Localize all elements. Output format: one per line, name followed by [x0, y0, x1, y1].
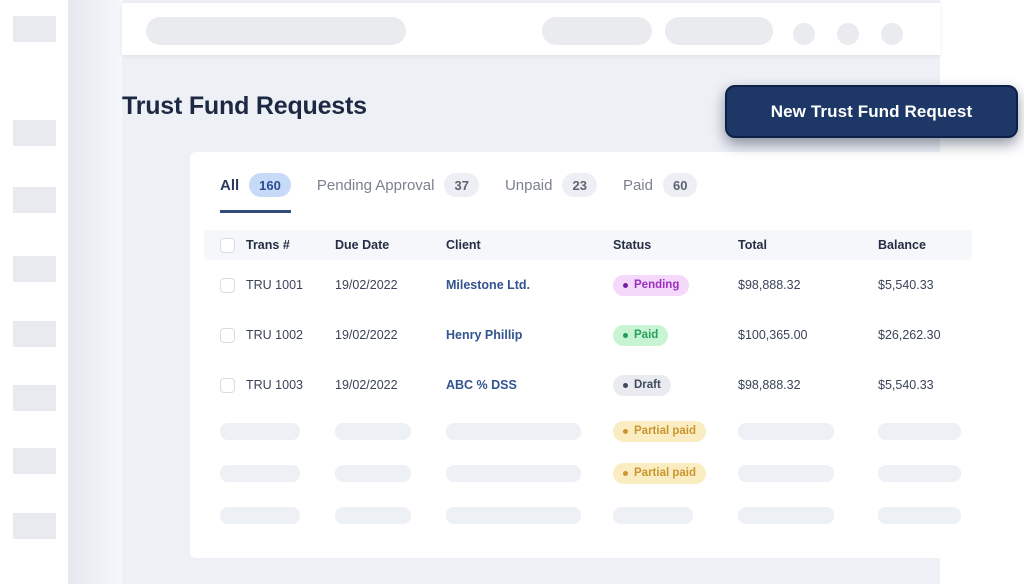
trans-number: TRU 1002: [246, 328, 303, 342]
status-dot-icon: [623, 428, 628, 434]
select-all-checkbox[interactable]: [220, 237, 235, 253]
status-badge: Partial paid: [613, 420, 706, 442]
new-trust-fund-request-button[interactable]: New Trust Fund Request: [725, 85, 1018, 138]
status-badge: Partial paid: [613, 462, 706, 484]
page-title: Trust Fund Requests: [122, 92, 367, 120]
topbar-circle-placeholder: [881, 23, 903, 45]
tab-count-badge: 23: [562, 173, 597, 197]
column-header-due-date: Due Date: [335, 238, 390, 252]
placeholder-square: [13, 187, 56, 213]
tab-pending-approval[interactable]: Pending Approval 37: [317, 173, 479, 210]
column-header-balance: Balance: [878, 238, 926, 252]
skeleton-cell: [738, 506, 834, 524]
skeleton-cell: [738, 464, 834, 482]
due-date: 19/02/2022: [335, 378, 398, 392]
skeleton-cell: [220, 506, 300, 524]
skeleton-cell: [335, 506, 411, 524]
browser-topbar: [122, 3, 940, 55]
table-row[interactable]: TRU 1002 19/02/2022 Henry Phillip Paid $…: [204, 310, 972, 360]
balance-amount: $26,262.30: [878, 328, 941, 342]
due-date: 19/02/2022: [335, 278, 398, 292]
skeleton-cell: [738, 422, 834, 440]
row-checkbox[interactable]: [220, 377, 235, 393]
total-amount: $100,365.00: [738, 328, 808, 342]
tab-label: Unpaid: [504, 176, 553, 194]
skeleton-row: Partial paid: [204, 410, 972, 452]
placeholder-square: [13, 16, 56, 42]
placeholder-square: [13, 448, 56, 474]
skeleton-cell: [878, 422, 961, 440]
status-label: Partial paid: [634, 425, 696, 437]
status-label: Pending: [634, 279, 680, 291]
address-bar-placeholder: [146, 17, 406, 45]
client-link[interactable]: Milestone Ltd.: [446, 278, 531, 292]
requests-table: Trans # Due Date Client Status Total Bal…: [204, 230, 972, 536]
table-row[interactable]: TRU 1001 19/02/2022 Milestone Ltd. Pendi…: [204, 260, 972, 310]
due-date: 19/02/2022: [335, 328, 398, 342]
total-amount: $98,888.32: [738, 378, 801, 392]
tab-paid[interactable]: Paid 60: [623, 173, 698, 210]
balance-amount: $5,540.33: [878, 378, 934, 392]
skeleton-cell: [446, 506, 581, 524]
tab-unpaid[interactable]: Unpaid 23: [505, 173, 597, 210]
skeleton-cell: [335, 464, 411, 482]
column-header-client: Client: [446, 238, 481, 252]
status-badge: Draft: [613, 374, 671, 396]
topbar-circle-placeholder: [837, 23, 859, 45]
tab-label: Paid: [622, 176, 653, 194]
status-dot-icon: [623, 332, 628, 338]
status-dot-icon: [623, 382, 628, 388]
skeleton-cell: [220, 422, 300, 440]
tab-all[interactable]: All 160: [220, 173, 291, 213]
status-dot-icon: [623, 282, 628, 288]
table-row[interactable]: TRU 1003 19/02/2022 ABC % DSS Draft $98,…: [204, 360, 972, 410]
status-badge: Pending: [613, 274, 690, 296]
tab-count-badge: 160: [249, 173, 291, 197]
status-dot-icon: [623, 470, 628, 476]
left-placeholder-rail: [0, 0, 68, 584]
window-left-gutter: [68, 0, 122, 584]
row-checkbox[interactable]: [220, 277, 235, 293]
status-label: Partial paid: [634, 467, 696, 479]
skeleton-cell: [446, 464, 581, 482]
column-header-trans: Trans #: [246, 238, 290, 252]
tab-label: All: [220, 176, 240, 194]
skeleton-cell: [446, 422, 581, 440]
trust-fund-requests-card: All 160 Pending Approval 37 Unpaid 23 Pa…: [190, 152, 986, 558]
placeholder-square: [13, 513, 56, 539]
placeholder-square: [13, 321, 56, 347]
row-checkbox[interactable]: [220, 327, 235, 343]
trans-number: TRU 1003: [246, 378, 303, 392]
status-badge: Paid: [613, 324, 669, 346]
skeleton-cell: [335, 422, 411, 440]
column-header-status: Status: [613, 238, 652, 252]
client-link[interactable]: Henry Phillip: [446, 328, 523, 342]
trans-number: TRU 1001: [246, 278, 303, 292]
skeleton-cell: [878, 464, 961, 482]
placeholder-square: [13, 120, 56, 146]
filter-tabs: All 160 Pending Approval 37 Unpaid 23 Pa…: [190, 152, 986, 213]
placeholder-square: [13, 385, 56, 411]
status-label: Draft: [634, 379, 661, 391]
topbar-button-placeholder: [542, 17, 652, 45]
tab-label: Pending Approval: [316, 176, 435, 194]
skeleton-cell: [613, 506, 693, 524]
balance-amount: $5,540.33: [878, 278, 934, 292]
skeleton-cell: [220, 464, 300, 482]
total-amount: $98,888.32: [738, 278, 801, 292]
skeleton-row: [204, 494, 972, 536]
tab-count-badge: 37: [444, 173, 479, 197]
client-link[interactable]: ABC % DSS: [446, 378, 517, 392]
placeholder-square: [13, 256, 56, 282]
skeleton-row: Partial paid: [204, 452, 972, 494]
topbar-circle-placeholder: [793, 23, 815, 45]
column-header-total: Total: [738, 238, 767, 252]
topbar-button-placeholder: [665, 17, 773, 45]
skeleton-cell: [878, 506, 961, 524]
table-header-row: Trans # Due Date Client Status Total Bal…: [204, 230, 972, 260]
status-label: Paid: [634, 329, 659, 341]
tab-count-badge: 60: [662, 173, 698, 197]
